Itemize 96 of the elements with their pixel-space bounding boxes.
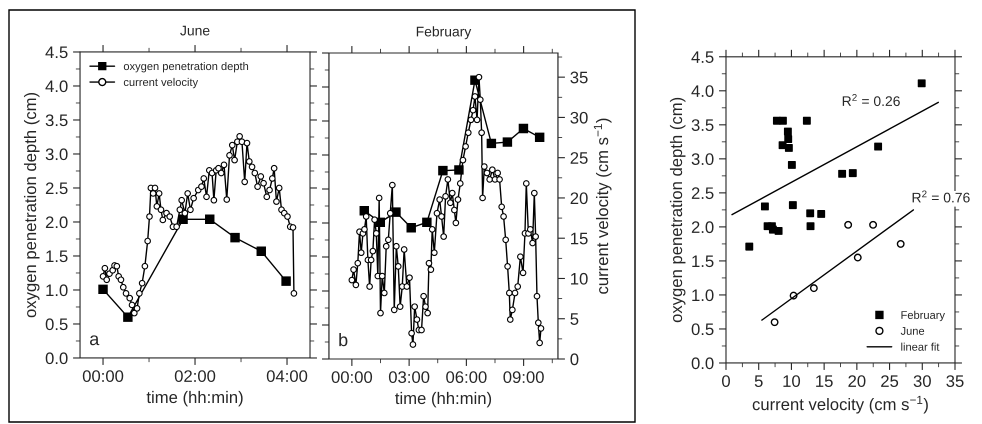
- x-tick-label: 30: [914, 375, 931, 388]
- point: [788, 161, 796, 169]
- point: [745, 242, 754, 251]
- x-axis-title: current velocity (cm s$^{−1}$): [752, 396, 928, 414]
- x-tick-label: 04:00: [266, 370, 308, 382]
- y2-tick-label: 30: [570, 112, 588, 124]
- point: [848, 169, 857, 178]
- point: [806, 209, 814, 218]
- y-tick-label: 2.0: [692, 221, 714, 234]
- x-tick-label: 03:00: [388, 371, 430, 384]
- point: [230, 232, 240, 242]
- point: [874, 142, 882, 151]
- x-tick-label: 02:00: [174, 370, 216, 382]
- point: [844, 220, 852, 229]
- y2-tick-label: 5: [570, 313, 578, 325]
- x-tick-label: 35: [946, 375, 964, 388]
- y-tick-label: 3.0: [692, 153, 714, 166]
- y-tick-label: 2.5: [692, 187, 714, 200]
- point: [810, 284, 818, 292]
- y-tick-label: 4.0: [45, 80, 68, 92]
- y-tick-label: 1.0: [46, 284, 68, 296]
- point: [770, 318, 779, 326]
- chart-title: February: [416, 26, 472, 40]
- y-axis-title: oxygen penetration depth (cm): [24, 92, 40, 318]
- annotation: b: [339, 332, 348, 346]
- y-tick-label: 2.0: [46, 216, 68, 228]
- point: [518, 124, 528, 134]
- y-tick-label: 3.0: [46, 148, 68, 160]
- y-tick-label: 3.5: [46, 114, 68, 126]
- point: [438, 166, 448, 176]
- y-tick-label: 4.5: [691, 51, 714, 63]
- y2-axis-title: current velocity (cm s$^{−1}$): [594, 118, 612, 294]
- annotation: a: [90, 335, 100, 346]
- legend-label: June: [900, 327, 924, 335]
- y-tick-label: 0.0: [692, 357, 714, 370]
- point: [802, 116, 811, 125]
- point: [534, 132, 544, 142]
- point: [784, 135, 792, 144]
- x-tick-label: 09:00: [503, 371, 544, 384]
- x-tick-label: 00:00: [332, 371, 372, 384]
- point: [778, 116, 787, 125]
- x-tick-label: 06:00: [446, 371, 487, 384]
- chart-title: June: [180, 26, 210, 36]
- y2-tick-label: 0: [570, 353, 578, 366]
- legend-label: oxygen penetration depth: [124, 62, 248, 72]
- y-tick-label: 4.0: [691, 85, 714, 97]
- y-tick-label: 3.5: [692, 119, 714, 132]
- point: [256, 246, 266, 256]
- y-tick-label: 1.5: [692, 255, 714, 268]
- point: [838, 170, 846, 178]
- x-tick-label: 5: [754, 375, 763, 388]
- x-tick-label: 25: [881, 375, 898, 388]
- y-tick-label: 1.5: [46, 250, 68, 262]
- y-tick-label: 0.5: [46, 318, 68, 330]
- y2-tick-label: 25: [570, 152, 588, 164]
- point: [784, 128, 792, 136]
- x-tick-label: 15: [816, 375, 833, 388]
- point: [205, 214, 214, 224]
- point: [422, 218, 432, 228]
- point: [806, 222, 814, 230]
- point: [869, 220, 878, 229]
- y2-tick-label: 20: [570, 192, 588, 204]
- y-tick-label: 4.5: [45, 46, 68, 58]
- point: [406, 223, 416, 232]
- point: [98, 284, 108, 294]
- point: [788, 201, 797, 210]
- y-tick-label: 0.0: [46, 352, 68, 364]
- point: [784, 144, 793, 152]
- point: [486, 138, 496, 148]
- x-tick-label: 00:00: [82, 370, 124, 382]
- annotation: R$^{2}$ = 0.26: [842, 94, 900, 106]
- y2-tick-label: 15: [571, 232, 588, 244]
- x-axis-title: time (hh:min): [146, 390, 243, 406]
- legend-label: linear fit: [901, 342, 940, 351]
- point: [918, 79, 926, 88]
- x-tick-label: 20: [848, 375, 866, 388]
- legend-label: February: [901, 310, 945, 322]
- y-axis-title: oxygen penetration depth (cm): [670, 98, 686, 322]
- legend-label: current velocity: [124, 78, 198, 88]
- point: [854, 254, 862, 262]
- point: [760, 202, 769, 210]
- point: [817, 210, 826, 218]
- point: [896, 240, 905, 248]
- point: [281, 276, 291, 286]
- y-tick-label: 2.5: [46, 182, 68, 194]
- x-tick-label: 10: [783, 375, 800, 388]
- y-tick-label: 0.5: [692, 323, 714, 336]
- y2-tick-label: 10: [571, 272, 588, 285]
- annotation: R$^{2}$ = 0.76: [912, 190, 970, 203]
- y-tick-label: 1.0: [692, 289, 714, 302]
- y2-tick-label: 35: [570, 72, 588, 84]
- point: [123, 312, 133, 322]
- point: [502, 137, 512, 147]
- x-axis-title: time (hh:min): [395, 392, 492, 408]
- x-tick-label: 0: [722, 375, 730, 388]
- point: [774, 227, 783, 235]
